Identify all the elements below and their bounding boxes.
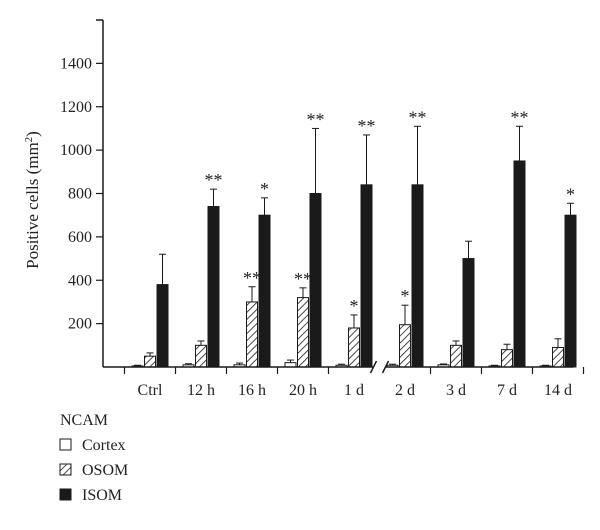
significance-marker: *: [260, 179, 269, 199]
bar-isom: [513, 160, 526, 368]
significance-marker: *: [401, 286, 410, 306]
legend-label-cortex: Cortex: [82, 437, 126, 454]
significance-marker: *: [566, 184, 575, 204]
significance-marker: **: [205, 170, 223, 190]
y-axis-title: Positive cells (mm2): [23, 131, 42, 269]
axis-break-mark: [381, 360, 390, 374]
bar-osom: [450, 344, 462, 368]
x-tick-label: 7 d: [497, 382, 517, 399]
significance-marker: **: [409, 107, 427, 127]
bar-osom: [297, 297, 309, 368]
bar-isom: [258, 214, 271, 368]
bar-isom: [564, 214, 577, 368]
significance-marker: **: [358, 116, 376, 136]
x-tick-label: 2 d: [395, 382, 415, 399]
x-tick-label: 20 h: [289, 382, 317, 399]
legend-title: NCAM: [60, 412, 108, 429]
axis-break-mark: [369, 360, 378, 374]
bar-osom: [348, 327, 360, 368]
significance-marker: **: [243, 268, 261, 288]
bar-isom: [360, 184, 373, 368]
legend-swatch-isom: [59, 488, 72, 501]
significance-marker: **: [294, 269, 312, 289]
legend-label-isom: ISOM: [82, 487, 122, 504]
legend-swatch-osom: [59, 463, 72, 476]
bar-osom: [552, 346, 564, 368]
significance-marker: **: [511, 107, 529, 127]
legend: NCAM Cortex OSOM ISOM: [59, 412, 128, 504]
bar-osom: [501, 349, 513, 368]
y-tick-label: 1400: [60, 55, 92, 72]
bar-osom: [144, 355, 156, 368]
legend-label-osom: OSOM: [82, 462, 128, 479]
bar-osom: [246, 301, 258, 368]
y-tick-label: 600: [68, 229, 92, 246]
significance-marker: *: [350, 296, 359, 316]
bar-isom: [156, 284, 169, 368]
x-tick-label: 3 d: [446, 382, 466, 399]
legend-swatch-cortex: [59, 438, 72, 451]
x-tick-label: 14 d: [544, 382, 572, 399]
bar-isom: [309, 193, 322, 368]
significance-marker: **: [307, 109, 325, 129]
y-tick-label: 1000: [60, 142, 92, 159]
y-tick-label: 400: [68, 272, 92, 289]
bar-isom: [462, 258, 475, 368]
y-tick-label: 200: [68, 316, 92, 333]
bar-osom: [399, 324, 411, 368]
y-tick-label: 800: [68, 186, 92, 203]
x-tick-label: 12 h: [187, 382, 215, 399]
x-tick-label: 16 h: [238, 382, 266, 399]
x-tick-label: Ctrl: [138, 382, 163, 399]
bar-osom: [195, 344, 207, 368]
x-tick-label: 1 d: [344, 382, 364, 399]
bar-isom: [411, 184, 424, 368]
bar-isom: [207, 206, 220, 368]
y-tick-label: 1200: [60, 99, 92, 116]
